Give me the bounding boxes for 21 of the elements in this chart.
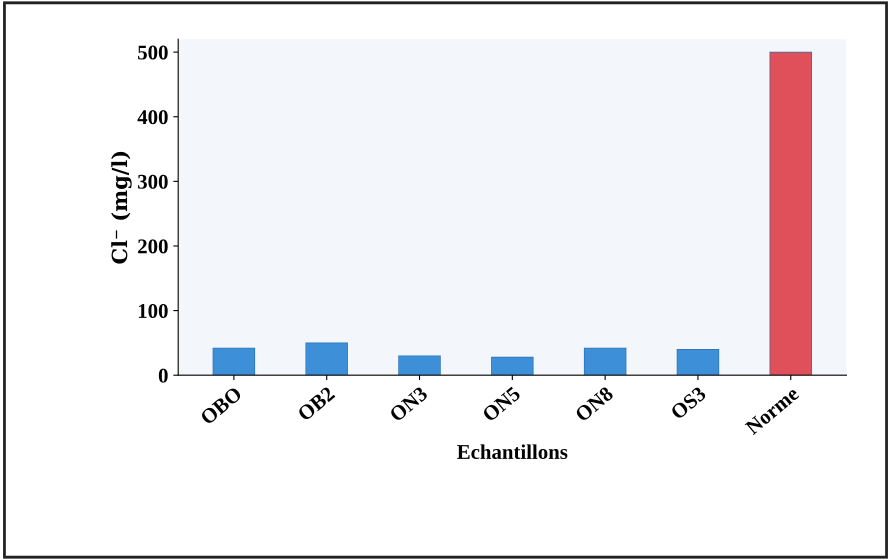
bar: [676, 349, 720, 376]
bar: [770, 52, 812, 376]
y-tick-label: 300: [138, 174, 168, 189]
x-tick-label: OBO: [200, 386, 243, 426]
y-axis-title: Cl⁻ (mg/l): [111, 152, 132, 264]
bar: [584, 348, 626, 376]
bar: [398, 355, 441, 376]
x-tick-label: OB2: [296, 386, 336, 422]
y-tick-label: 400: [138, 110, 168, 124]
y-tick-label: 500: [138, 45, 168, 60]
y-tick-label: 0: [158, 368, 168, 383]
x-tick-label: ON8: [574, 386, 614, 422]
bar: [491, 356, 534, 376]
y-tick-label: 200: [138, 239, 168, 254]
bar: [305, 342, 348, 376]
x-axis-title: Echantillons: [457, 444, 568, 460]
y-tick-label: 100: [138, 304, 168, 318]
bar: [212, 348, 256, 376]
x-tick-label: ON5: [482, 386, 522, 422]
x-tick-label: OS3: [670, 386, 707, 420]
x-tick-label: ON3: [388, 386, 428, 422]
